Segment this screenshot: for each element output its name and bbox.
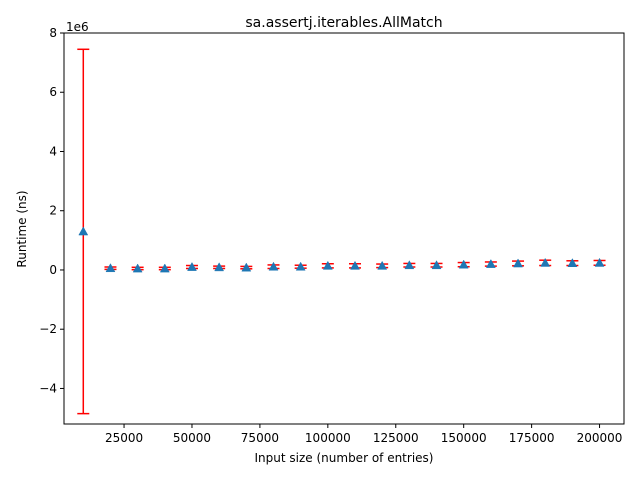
y-tick-label: 0 (49, 263, 57, 277)
x-tick-label: 150000 (441, 431, 487, 445)
data-point (485, 259, 496, 268)
data-point (132, 263, 143, 273)
y-tick-label: 4 (49, 144, 57, 158)
x-tick-label: 75000 (241, 431, 279, 445)
data-point (431, 260, 442, 270)
x-axis-label: Input size (number of entries) (255, 451, 434, 465)
data-point (567, 258, 578, 268)
data-point (241, 262, 252, 272)
data-point (268, 261, 279, 271)
x-tick-label: 25000 (105, 431, 143, 445)
y-tick-label: −2 (39, 322, 57, 336)
data-point (540, 257, 551, 267)
data-point (377, 260, 388, 270)
data-point (159, 263, 170, 273)
y-offset-label: 1e6 (66, 20, 89, 34)
x-tick-label: 50000 (173, 431, 211, 445)
x-tick-label: 175000 (509, 431, 555, 445)
data-point (513, 258, 523, 268)
data-point (594, 257, 605, 267)
data-point (105, 263, 116, 273)
data-point (78, 226, 89, 236)
data-point (350, 260, 360, 270)
x-tick-label: 200000 (577, 431, 623, 445)
data-point (214, 262, 225, 272)
axes-frame (63, 32, 625, 425)
y-tick-label: 6 (49, 85, 57, 99)
y-tick-label: −4 (39, 381, 57, 395)
data-point (187, 261, 197, 271)
data-point (322, 260, 333, 270)
x-tick-label: 125000 (373, 431, 419, 445)
data-point (404, 260, 415, 270)
plot-area: 25000 50000 75000 100000 125000 150000 175000 2… (39, 26, 625, 445)
x-tick-label: 100000 (305, 431, 351, 445)
chart-title: sa.assertj.iterables.AllMatch (245, 15, 442, 31)
y-axis-label: Runtime (ns) (15, 190, 29, 267)
data-point (458, 259, 469, 269)
y-tick-label: 2 (49, 204, 57, 218)
y-tick-label: 8 (49, 26, 57, 40)
data-point (295, 261, 306, 271)
